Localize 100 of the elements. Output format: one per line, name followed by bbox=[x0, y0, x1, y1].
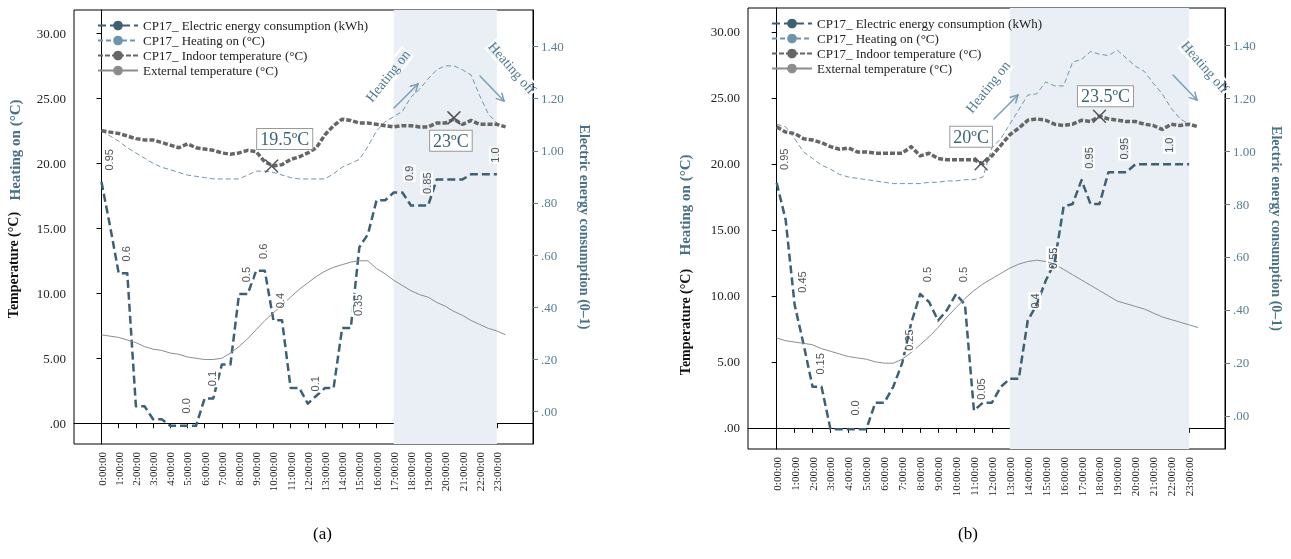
annotation: 0.95 bbox=[102, 149, 115, 171]
x-tick-label: 18:00:00 bbox=[404, 451, 417, 492]
x-tick-label: 11:00:00 bbox=[284, 451, 297, 491]
x-tick-label: 0:00:00 bbox=[770, 456, 783, 491]
legend-label: External temperature (°C) bbox=[817, 61, 953, 76]
annotation: 0.95 bbox=[1118, 137, 1131, 160]
x-tick-label: 9:00:00 bbox=[250, 451, 263, 486]
x-tick-label: 2:00:00 bbox=[806, 456, 819, 491]
x-tick-label: 6:00:00 bbox=[198, 451, 211, 486]
x-tick-label: 9:00:00 bbox=[932, 456, 945, 491]
x-tick-label: 15:00:00 bbox=[353, 451, 366, 492]
x-tick-label: 10:00:00 bbox=[267, 451, 280, 492]
x-tick-label: 10:00:00 bbox=[950, 456, 963, 497]
legend-label: CP17_ Electric energy consumption (kWh) bbox=[143, 18, 369, 33]
y-tick-label: .00 bbox=[723, 420, 740, 436]
y2-tick-label: .60 bbox=[541, 247, 558, 263]
x-tick-label: 19:00:00 bbox=[1111, 456, 1124, 497]
y-tick-label: 15.00 bbox=[710, 222, 740, 238]
line-series bbox=[101, 260, 506, 361]
annotation: 0.4 bbox=[274, 292, 287, 309]
annotation: 0.1 bbox=[308, 376, 321, 392]
annotation: 0.45 bbox=[795, 271, 808, 293]
x-tick-label: 18:00:00 bbox=[1093, 456, 1106, 497]
annotation: 0.1 bbox=[205, 370, 218, 387]
annotation: 0.15 bbox=[813, 353, 826, 375]
legend-label: CP17_ Indoor temperature (°C) bbox=[143, 48, 308, 63]
x-tick-label: 7:00:00 bbox=[896, 456, 909, 491]
y2-tick-label: .80 bbox=[1233, 196, 1250, 212]
text: (a) bbox=[313, 524, 332, 543]
y2-tick-label: 1.20 bbox=[541, 91, 564, 107]
annotation: 0.55 bbox=[1046, 247, 1059, 269]
annotation: 19.5ºC bbox=[260, 128, 310, 149]
annotation: 0.0 bbox=[849, 400, 862, 416]
x-tick-label: 13:00:00 bbox=[1003, 456, 1016, 497]
y2-tick-label: 1.40 bbox=[541, 38, 564, 54]
x-tick-label: 3:00:00 bbox=[147, 451, 160, 486]
legend-label: CP17_ Indoor temperature (°C) bbox=[817, 46, 982, 61]
x-tick-label: 11:00:00 bbox=[967, 456, 980, 496]
y-tick-label: 30.00 bbox=[36, 25, 66, 41]
annotation: 0.95 bbox=[777, 148, 790, 170]
x-tick-label: 23:00:00 bbox=[1183, 456, 1196, 497]
y2-tick-label: .20 bbox=[541, 351, 558, 367]
x-tick-label: 17:00:00 bbox=[387, 451, 400, 492]
y2-tick-label: 1.40 bbox=[1233, 37, 1256, 53]
y-tick-label: .00 bbox=[49, 415, 66, 431]
y-tick-label: 10.00 bbox=[36, 285, 66, 301]
x-tick-label: 22:00:00 bbox=[1165, 456, 1178, 497]
annotation: 0.9 bbox=[403, 165, 416, 181]
x-tick-label: 3:00:00 bbox=[824, 456, 837, 491]
y2-tick-label: .80 bbox=[541, 195, 558, 211]
annotation: 0.5 bbox=[921, 266, 934, 283]
x-tick-label: 8:00:00 bbox=[233, 451, 246, 486]
y-tick-label: 30.00 bbox=[710, 24, 740, 40]
y-tick-label: 5.00 bbox=[43, 350, 66, 366]
x-tick-label: 4:00:00 bbox=[164, 451, 177, 486]
annotation: 0.5 bbox=[240, 266, 253, 283]
x-tick-label: 6:00:00 bbox=[878, 456, 891, 491]
y2-axis-title: Electric energy consumption (0–1) bbox=[575, 124, 592, 330]
y-tick-label: 25.00 bbox=[36, 90, 66, 106]
y2-axis-title: Electric energy consumption (0–1) bbox=[1267, 126, 1284, 332]
annotation: 0.5 bbox=[957, 266, 970, 283]
annotation: 0.35 bbox=[351, 294, 364, 317]
x-tick-label: 21:00:00 bbox=[1147, 456, 1160, 497]
x-tick-label: 23:00:00 bbox=[490, 451, 503, 492]
annotation: 20ºC bbox=[953, 126, 989, 147]
text: Heating on (°C) bbox=[677, 154, 694, 256]
text: (b) bbox=[958, 524, 978, 543]
y-tick-label: 10.00 bbox=[710, 288, 740, 304]
x-tick-label: 16:00:00 bbox=[370, 451, 383, 492]
x-tick-label: 12:00:00 bbox=[301, 451, 314, 492]
annotation: 0.0 bbox=[179, 398, 192, 414]
x-tick-label: 12:00:00 bbox=[985, 456, 998, 497]
y2-tick-label: .40 bbox=[1233, 302, 1250, 318]
y2-tick-label: 1.00 bbox=[541, 143, 564, 159]
x-tick-label: 16:00:00 bbox=[1057, 456, 1070, 497]
annotation: 1.0 bbox=[1163, 137, 1176, 153]
y2-tick-label: 1.20 bbox=[1233, 90, 1256, 106]
y-tick-label: 25.00 bbox=[710, 90, 740, 106]
legend-label: CP17_ Electric energy consumption (kWh) bbox=[817, 16, 1043, 31]
x-tick-label: 5:00:00 bbox=[860, 456, 873, 491]
x-tick-label: 14:00:00 bbox=[336, 451, 349, 492]
x-tick-label: 2:00:00 bbox=[129, 451, 142, 486]
legend-label: CP17_ Heating on (°C) bbox=[143, 33, 265, 48]
y-axis-title: Temperature (°C) bbox=[5, 211, 22, 319]
x-tick-label: 15:00:00 bbox=[1039, 456, 1052, 497]
annotation: 0.05 bbox=[974, 378, 987, 400]
x-tick-label: 20:00:00 bbox=[439, 451, 452, 492]
y-tick-label: 15.00 bbox=[36, 220, 66, 236]
y2-tick-label: .40 bbox=[541, 299, 558, 315]
x-tick-label: 13:00:00 bbox=[318, 451, 331, 492]
x-tick-label: 21:00:00 bbox=[456, 451, 469, 492]
y2-tick-label: 1.00 bbox=[1233, 143, 1256, 159]
annotation: 23ºC bbox=[433, 130, 469, 151]
x-tick-label: 8:00:00 bbox=[914, 456, 927, 491]
x-tick-label: 5:00:00 bbox=[181, 451, 194, 486]
text: Heating on (°C) bbox=[7, 99, 24, 201]
x-tick-label: 0:00:00 bbox=[95, 451, 108, 486]
x-tick-label: 1:00:00 bbox=[112, 451, 125, 486]
annotation: 0.6 bbox=[257, 243, 270, 259]
x-tick-label: 14:00:00 bbox=[1021, 456, 1034, 497]
